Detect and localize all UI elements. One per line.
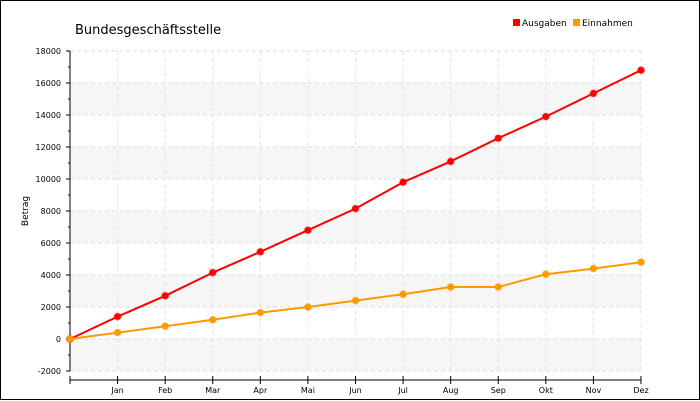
y-tick-label: 10000 [36,175,61,184]
data-point-einnahmen [589,264,598,273]
chart-title: Bundesgeschäftsstelle [75,23,221,38]
x-tick-label: Jun [348,386,362,395]
y-tick-label: 16000 [36,79,61,88]
x-tick-label: Mai [301,386,315,395]
data-point-einnahmen [65,335,74,344]
data-point-ausgaben [256,247,265,256]
x-tick-label: Jan [110,386,123,395]
data-point-ausgaben [494,134,503,143]
data-point-einnahmen [256,308,265,317]
data-point-ausgaben [637,66,646,75]
data-point-ausgaben [446,157,455,166]
y-tick-label: 18000 [36,47,61,56]
x-tick-label: Apr [253,386,268,395]
y-tick-label: 8000 [41,207,61,216]
data-point-ausgaben [589,89,598,98]
x-tick-label: Aug [443,386,459,395]
y-tick-label: 0 [56,335,61,344]
y-tick-label: -2000 [38,367,61,376]
legend: Ausgaben Einnahmen [513,19,633,29]
data-point-ausgaben [161,291,170,300]
legend-label-einnahmen: Einnahmen [582,19,633,29]
data-point-ausgaben [113,312,122,321]
x-ticks: Jan Feb Mar Apr Mai Jun Jul Aug Sep Okt Nov Dez [69,376,649,395]
x-tick-label: Mar [205,386,221,395]
data-point-einnahmen [494,283,503,292]
x-tick-label: Okt [539,386,553,395]
data-point-einnahmen [637,258,646,267]
data-point-einnahmen [351,296,360,305]
data-point-ausgaben [303,226,312,235]
data-point-ausgaben [208,268,217,277]
legend-swatch-einnahmen [573,19,580,26]
legend-label-ausgaben: Ausgaben [522,19,567,29]
x-tick-label: Nov [586,386,602,395]
data-point-einnahmen [303,303,312,312]
data-point-einnahmen [208,315,217,324]
y-tick-label: 6000 [41,239,61,248]
x-tick-label: Sep [491,386,506,395]
y-tick-label: 2000 [41,303,61,312]
y-tick-label: 14000 [36,111,61,120]
y-ticks: -2000 0 2000 4000 6000 8000 10000 12000 14000 160… [36,47,70,376]
data-point-einnahmen [161,322,170,331]
data-point-ausgaben [399,178,408,187]
x-tick-label: Jul [397,386,408,395]
data-point-einnahmen [113,328,122,337]
y-tick-label: 12000 [36,143,61,152]
data-point-ausgaben [351,204,360,213]
data-point-ausgaben [541,112,550,121]
x-tick-label: Dez [633,386,648,395]
data-points [65,66,646,344]
y-tick-label: 4000 [41,271,61,280]
data-point-einnahmen [399,290,408,299]
data-point-einnahmen [541,270,550,279]
x-tick-label: Feb [158,386,172,395]
y-axis-title: Betrag [21,196,31,226]
data-point-einnahmen [446,283,455,292]
legend-swatch-ausgaben [513,19,520,26]
